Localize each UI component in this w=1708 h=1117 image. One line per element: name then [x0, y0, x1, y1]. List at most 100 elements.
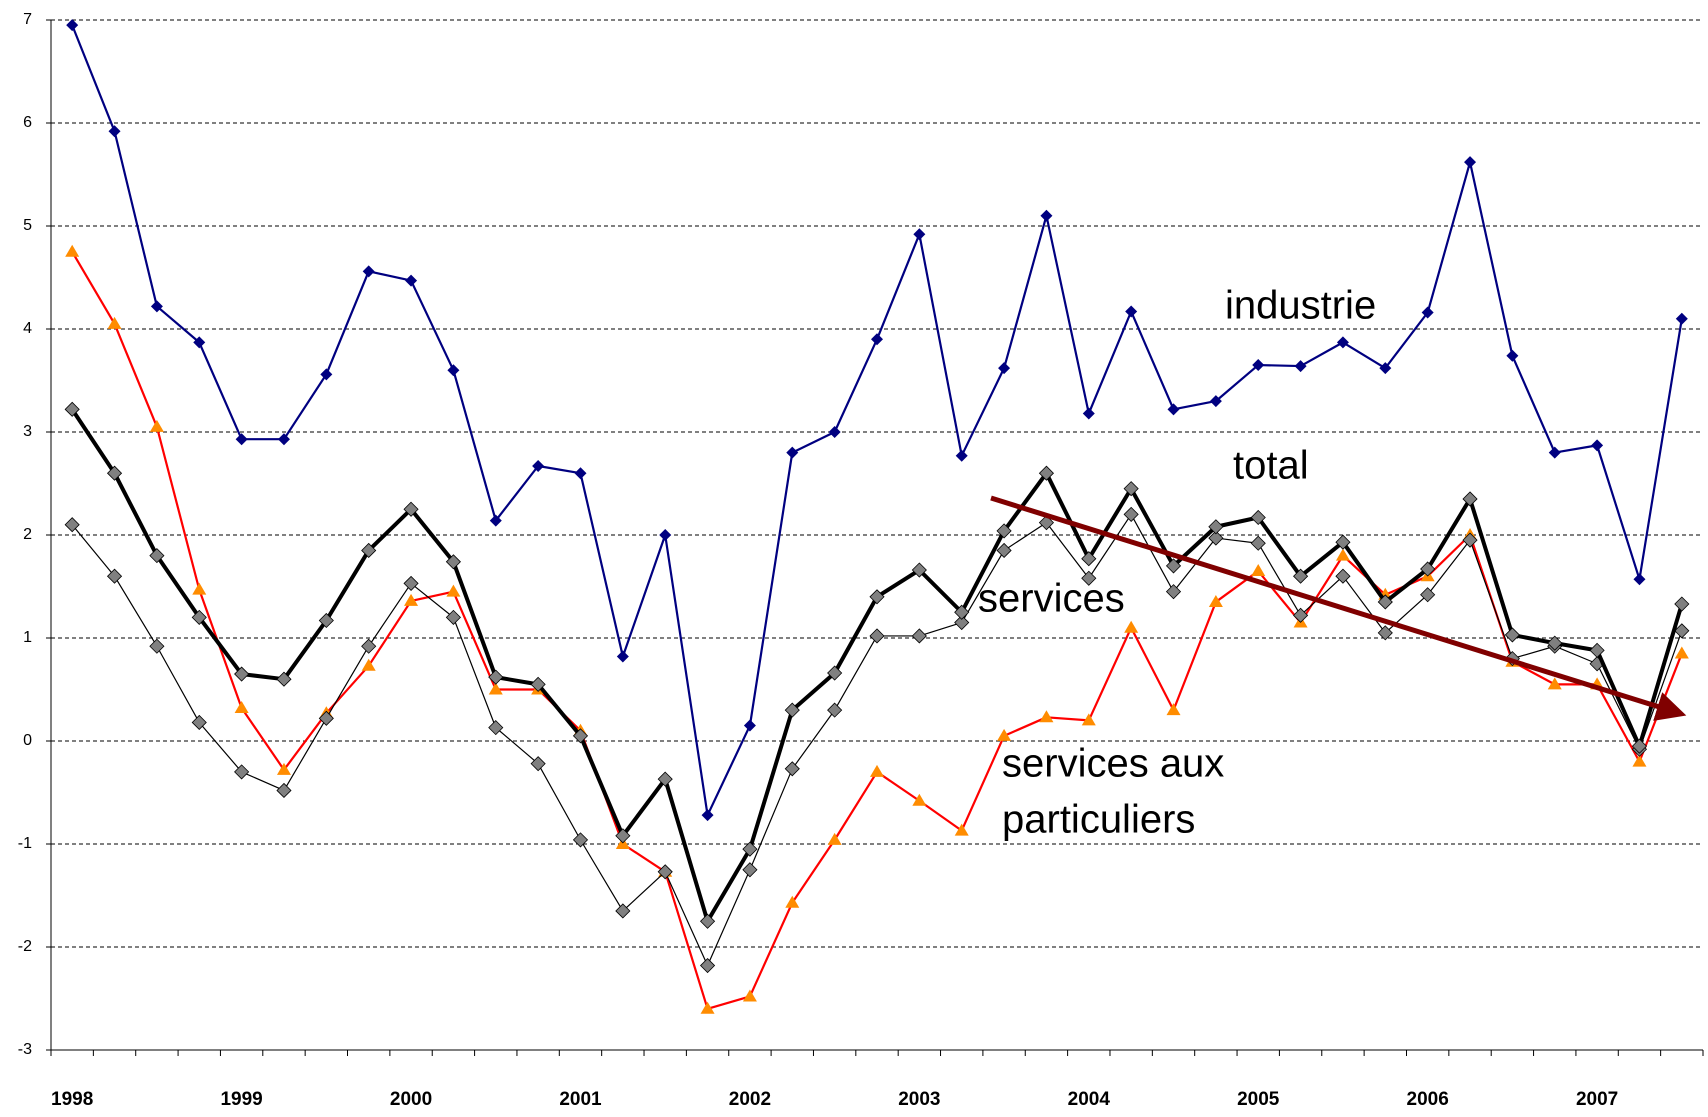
- marker: [1123, 481, 1139, 497]
- marker: [1675, 312, 1688, 325]
- marker: [827, 832, 842, 845]
- marker: [65, 244, 80, 257]
- marker: [1591, 439, 1604, 452]
- marker: [488, 682, 503, 695]
- marker: [657, 864, 673, 880]
- marker: [1547, 635, 1563, 651]
- marker: [869, 628, 885, 644]
- marker: [446, 584, 461, 597]
- marker: [1124, 620, 1139, 633]
- marker: [361, 658, 376, 671]
- marker: [1082, 407, 1095, 420]
- marker: [871, 333, 883, 346]
- marker: [447, 364, 460, 377]
- marker: [659, 529, 672, 541]
- marker: [191, 714, 207, 731]
- marker: [1038, 465, 1055, 481]
- annotation: total: [1233, 444, 1309, 488]
- marker: [616, 650, 629, 663]
- marker: [361, 542, 377, 559]
- marker: [1377, 594, 1393, 610]
- marker: [235, 433, 248, 446]
- marker: [193, 336, 206, 349]
- marker: [827, 702, 843, 718]
- marker: [361, 638, 377, 654]
- marker: [1420, 587, 1436, 603]
- marker: [1506, 349, 1519, 362]
- marker: [234, 701, 249, 714]
- x-tick-label: 2005: [1237, 1089, 1280, 1110]
- marker: [318, 612, 334, 629]
- marker: [1464, 156, 1477, 169]
- marker: [362, 265, 375, 278]
- marker: [742, 989, 757, 1002]
- marker: [1589, 642, 1605, 658]
- marker: [699, 957, 716, 974]
- y-tick-label: 3: [23, 423, 32, 440]
- marker: [1081, 713, 1096, 726]
- marker: [1038, 515, 1055, 531]
- marker: [149, 548, 165, 564]
- marker: [320, 368, 333, 381]
- marker: [1674, 623, 1690, 639]
- annotation: particuliers: [1002, 798, 1195, 842]
- marker: [1335, 548, 1350, 561]
- y-tick-label: 1: [23, 629, 32, 646]
- marker: [150, 300, 163, 313]
- marker: [191, 609, 207, 625]
- marker: [1462, 532, 1478, 548]
- y-tick-label: 2: [23, 526, 32, 543]
- marker: [445, 554, 461, 570]
- marker: [1335, 568, 1351, 584]
- y-tick-label: 7: [23, 11, 32, 28]
- marker: [1421, 306, 1434, 319]
- marker: [998, 362, 1011, 375]
- marker: [108, 125, 121, 138]
- marker: [827, 665, 843, 681]
- marker: [1209, 395, 1222, 408]
- trend-arrow: [990, 495, 1687, 721]
- marker: [1379, 362, 1392, 375]
- marker: [1039, 710, 1054, 723]
- marker: [234, 666, 250, 682]
- marker: [913, 228, 926, 241]
- marker: [574, 467, 587, 480]
- annotation: industrie: [1225, 284, 1376, 328]
- marker: [1631, 738, 1648, 754]
- marker: [488, 720, 504, 736]
- marker: [785, 895, 800, 908]
- marker: [1632, 754, 1647, 767]
- marker: [699, 913, 716, 929]
- marker: [1462, 491, 1478, 507]
- marker: [489, 514, 502, 527]
- marker: [1250, 509, 1266, 526]
- x-tick-label: 2004: [1068, 1089, 1111, 1110]
- marker: [1167, 403, 1180, 416]
- marker: [276, 671, 292, 687]
- marker: [1294, 360, 1307, 373]
- x-tick-label: 2006: [1407, 1089, 1449, 1110]
- series-line: [71, 24, 1683, 817]
- marker: [870, 764, 884, 777]
- series-line: [71, 513, 1683, 967]
- marker: [318, 710, 334, 726]
- marker: [784, 761, 800, 777]
- y-tick-label: -1: [18, 835, 32, 852]
- marker: [954, 604, 970, 620]
- marker: [996, 523, 1012, 539]
- marker: [276, 782, 292, 799]
- marker: [234, 764, 250, 780]
- marker: [149, 638, 165, 654]
- marker: [1208, 519, 1224, 535]
- marker: [1081, 570, 1097, 586]
- marker: [1165, 558, 1182, 574]
- marker: [1208, 594, 1223, 607]
- marker: [701, 809, 714, 822]
- marker: [1336, 336, 1349, 349]
- marker: [955, 449, 968, 462]
- marker: [786, 446, 799, 459]
- marker: [532, 459, 545, 472]
- marker: [1420, 561, 1436, 577]
- marker: [1252, 359, 1265, 372]
- marker: [1293, 568, 1309, 584]
